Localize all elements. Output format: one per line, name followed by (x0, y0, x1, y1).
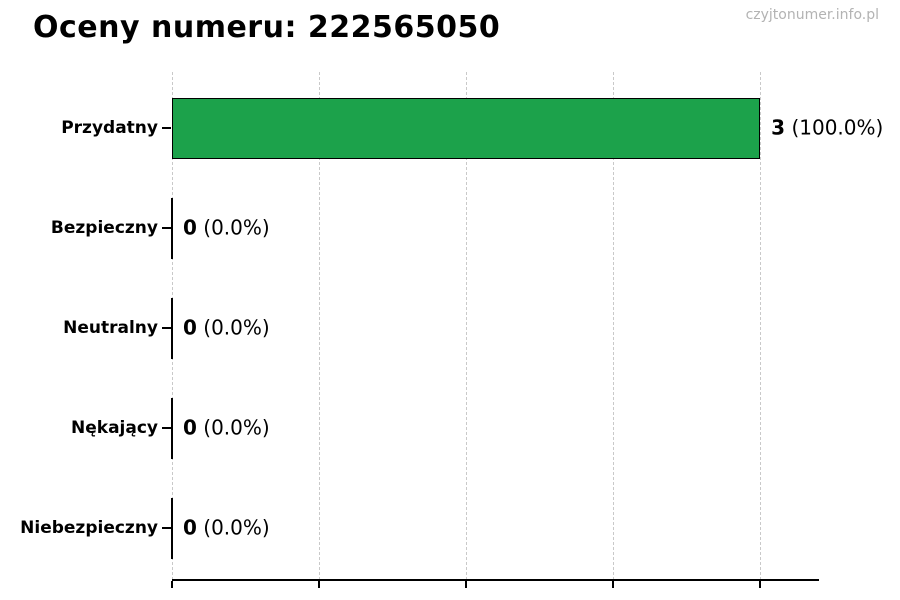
y-axis-tick (162, 327, 171, 329)
y-axis-tick (162, 427, 171, 429)
bar-niebezpieczny (171, 497, 173, 559)
category-label: Przydatny (61, 118, 158, 138)
value-percent: (100.0%) (791, 115, 884, 140)
value-percent: (0.0%) (203, 515, 270, 540)
bar-bezpieczny (171, 197, 173, 259)
category-label: Neutralny (63, 318, 158, 338)
x-axis-tick (171, 581, 173, 588)
category-label: Nękający (71, 418, 158, 438)
value-count: 0 (183, 315, 197, 340)
value-percent: (0.0%) (203, 215, 270, 240)
value-label: 0 (0.0%) (183, 416, 270, 440)
category-label: Niebezpieczny (20, 518, 158, 538)
value-count: 3 (771, 115, 786, 140)
x-axis-tick (612, 581, 615, 588)
watermark-text: czyjtonumer.info.pl (745, 7, 879, 23)
y-axis-tick (162, 227, 171, 229)
value-percent: (0.0%) (203, 415, 270, 440)
bar-neutralny (171, 297, 173, 359)
x-gridline (466, 72, 468, 580)
x-gridline (613, 72, 615, 580)
x-axis-tick (318, 581, 321, 588)
x-axis-line (172, 579, 819, 581)
chart-title: Oceny numeru: 222565050 (33, 10, 501, 45)
x-axis-tick (465, 581, 468, 588)
category-label: Bezpieczny (50, 218, 158, 238)
value-label: 0 (0.0%) (183, 316, 270, 340)
value-percent: (0.0%) (203, 315, 270, 340)
bar-przydatny (172, 97, 761, 159)
value-label: 0 (0.0%) (183, 516, 270, 540)
value-count: 0 (183, 415, 197, 440)
x-axis-tick (759, 581, 762, 588)
value-count: 0 (183, 515, 197, 540)
value-label: 3 (100.0%) (771, 116, 883, 140)
value-count: 0 (183, 215, 197, 240)
bar-nękający (171, 397, 173, 459)
value-label: 0 (0.0%) (183, 216, 270, 240)
x-gridline (760, 72, 762, 580)
x-gridline (319, 72, 321, 580)
y-axis-tick (162, 527, 171, 529)
y-axis-tick (162, 127, 171, 129)
